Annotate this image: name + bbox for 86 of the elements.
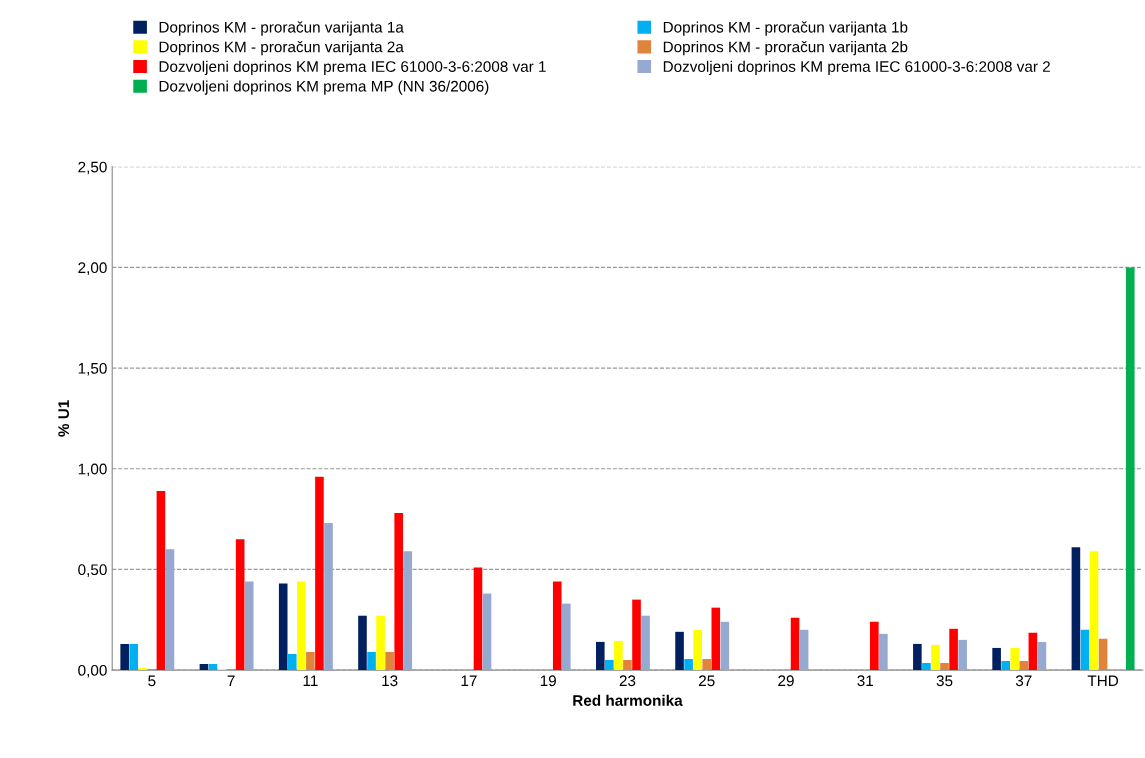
- bar: [315, 476, 324, 671]
- bar: [376, 615, 385, 671]
- x-tick-label: 5: [148, 675, 156, 687]
- bar: [385, 651, 394, 671]
- bar: [297, 581, 306, 671]
- bar: [1019, 661, 1029, 671]
- bar: [1001, 661, 1010, 671]
- legend-label: Doprinos KM - proračun varijanta 2a: [159, 41, 404, 56]
- bar: [913, 643, 922, 671]
- x-tick-label: 11: [303, 675, 318, 686]
- x-tick-label: 17: [461, 675, 477, 686]
- y-tick-label: 0,50: [78, 564, 107, 577]
- x-tick-label: 13: [382, 675, 398, 687]
- x-tick-label: 29: [778, 675, 794, 687]
- bar: [394, 513, 404, 671]
- bar: [156, 490, 166, 671]
- bar: [244, 581, 254, 671]
- x-tick-label: 35: [936, 675, 953, 687]
- y-tick-label: 2,50: [78, 161, 107, 175]
- bar: [1037, 641, 1047, 671]
- bar: [1080, 629, 1090, 671]
- bar: [1028, 632, 1038, 671]
- legend-label: Dozvoljeni doprinos KM prema MP (NN 36/2006): [159, 80, 489, 95]
- bar: [623, 660, 632, 671]
- bar: [931, 644, 940, 671]
- bar: [165, 549, 175, 671]
- bar: [562, 603, 571, 671]
- bar: [595, 641, 605, 671]
- bar: [324, 523, 333, 671]
- bar: [711, 607, 721, 671]
- y-tick-label: 1,50: [78, 362, 107, 376]
- legend-label: Doprinos KM - proračun varijanta 1b: [663, 21, 908, 36]
- bar: [129, 643, 139, 671]
- bar: [1089, 551, 1099, 671]
- bar: [306, 651, 315, 671]
- bar: [922, 663, 931, 671]
- bar: [120, 643, 129, 671]
- bar: [992, 647, 1001, 671]
- y-axis-title: % U1: [58, 400, 70, 437]
- bar: [367, 651, 376, 671]
- bar: [614, 640, 623, 671]
- y-tick-label: 2,00: [78, 262, 107, 275]
- bar: [358, 615, 367, 671]
- bar: [870, 621, 879, 671]
- bar: [790, 617, 800, 671]
- bar: [940, 663, 949, 671]
- legend-label: Dozvoljeni doprinos KM prema IEC 61000-3-6:2008 var 2: [663, 60, 1050, 75]
- bar: [552, 581, 562, 671]
- y-tick-label: 1,00: [78, 463, 107, 477]
- bar: [879, 633, 888, 671]
- bar: [138, 668, 148, 671]
- bar: [235, 539, 245, 671]
- bar: [605, 660, 614, 671]
- legend-label: Doprinos KM - proračun varijanta 2b: [663, 41, 908, 56]
- bar: [702, 659, 712, 671]
- bar: [1071, 547, 1081, 671]
- x-axis-title: Red harmonika: [573, 694, 683, 706]
- legend-label: Doprinos KM - proračun varijanta 1a: [159, 21, 404, 36]
- bar: [799, 629, 809, 671]
- legend-label: Dozvoljeni doprinos KM prema IEC 61000-3-6:2008 var 1: [159, 60, 546, 75]
- y-tick-label: 0,00: [78, 664, 107, 678]
- bar: [1098, 638, 1108, 671]
- bar: [287, 653, 297, 671]
- x-tick-label: 7: [227, 675, 235, 686]
- bar: [720, 621, 730, 671]
- x-tick-label: 19: [540, 675, 556, 687]
- bar: [675, 631, 684, 671]
- x-tick-label: 25: [699, 675, 715, 687]
- bar: [403, 551, 413, 671]
- x-tick-label: THD: [1087, 675, 1119, 686]
- bar: [1125, 267, 1135, 671]
- bar: [473, 567, 483, 671]
- bar: [632, 599, 641, 671]
- bar: [958, 639, 967, 671]
- bar: [693, 629, 702, 671]
- bar: [684, 659, 693, 671]
- bar: [278, 583, 288, 671]
- bar: [949, 628, 958, 671]
- x-tick-label: 37: [1015, 675, 1032, 687]
- bar: [1010, 647, 1020, 671]
- x-tick-label: 31: [857, 675, 874, 687]
- bar: [208, 664, 218, 671]
- bar: [482, 593, 492, 671]
- bar: [199, 664, 209, 671]
- bar: [641, 615, 650, 671]
- x-tick-label: 23: [619, 675, 636, 687]
